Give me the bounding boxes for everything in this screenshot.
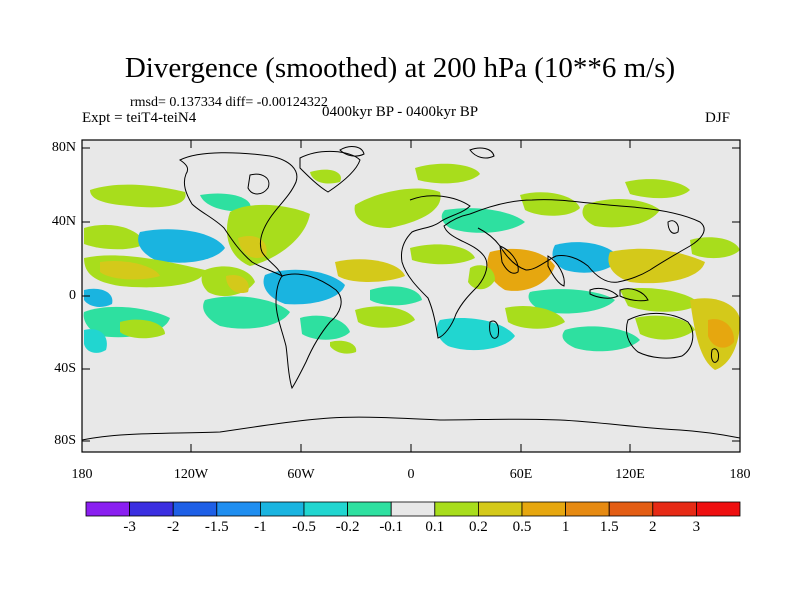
colorbar-swatch [696, 501, 741, 517]
field-patch [200, 193, 251, 212]
map-title: Divergence (smoothed) at 200 hPa (10**6 … [124, 52, 676, 84]
lat-label-40n: 40N [51, 214, 76, 229]
colorbar-swatch [216, 501, 261, 517]
field-patch [562, 326, 640, 352]
field-patch [354, 188, 441, 228]
colorbar-swatch [303, 501, 348, 517]
period-label: 0400kyr BP - 0400kyr BP [322, 104, 479, 120]
experiment-label: Expt = teiT4-teiN4 [82, 110, 197, 126]
field-patch [415, 163, 480, 184]
colorbar-label: 0.2 [469, 519, 488, 535]
field-patch [335, 259, 405, 282]
lat-label-40s: 40S [54, 361, 76, 376]
field-patch [84, 329, 107, 353]
colorbar-swatch [434, 501, 479, 517]
field-patch [84, 288, 113, 307]
colorbar-label: -0.5 [292, 519, 316, 535]
colorbar-label: 3 [692, 519, 701, 535]
field-patch [120, 319, 165, 339]
field-patch [355, 306, 415, 328]
colorbar-swatch [652, 501, 697, 517]
field-patch [263, 269, 345, 305]
colorbar-swatch [347, 501, 392, 517]
field-patch [487, 248, 555, 291]
field-patch [410, 244, 475, 265]
field-patch [625, 179, 690, 199]
field-patch [708, 319, 735, 348]
colorbar-swatch [129, 501, 174, 517]
lon-label-120w: 120W [173, 467, 209, 482]
colorbar-label: 1 [561, 519, 570, 535]
colorbar-label: -0.2 [335, 519, 360, 535]
lat-label-80n: 80N [51, 140, 76, 155]
field-patch [468, 265, 495, 290]
field-patch [203, 296, 290, 329]
lon-label-180w: 180 [71, 467, 93, 482]
field-patch [330, 340, 357, 354]
field-patch [620, 287, 700, 312]
colorbar-label: -0.1 [379, 519, 404, 535]
lon-label-180e: 180 [729, 467, 751, 482]
coastlines [82, 146, 740, 441]
field-patch [520, 192, 580, 216]
field-patch [138, 229, 225, 263]
field-patch [635, 315, 695, 340]
colorbar-swatch [172, 501, 218, 517]
field-patch [690, 237, 740, 259]
lat-label-80s: 80S [54, 433, 76, 448]
field-patch [505, 305, 565, 329]
field-patch [226, 274, 249, 294]
lon-label-60e: 60E [509, 467, 533, 482]
colorbar-swatch [390, 501, 436, 517]
colorbar-swatch [259, 501, 305, 517]
field-patch [582, 198, 660, 228]
colorbar-label: -1 [254, 519, 267, 535]
colorbar-swatch [477, 501, 523, 517]
season-label: DJF [705, 110, 731, 126]
axis-ticks [82, 140, 740, 452]
colorbar-label: -3 [123, 519, 136, 535]
lat-label-0: 0 [69, 288, 76, 303]
divergence-field [83, 163, 740, 370]
rmsd-diff-stats: rmsd= 0.137334 diff= -0.00124322 [130, 95, 328, 110]
colorbar-label: -1.5 [204, 519, 229, 535]
colorbar [85, 501, 741, 517]
lon-label-120e: 120E [615, 467, 645, 482]
field-patch [436, 317, 515, 351]
colorbar-swatch [565, 501, 610, 517]
field-patch [238, 236, 267, 258]
field-patch [310, 169, 341, 184]
lon-label-60w: 60W [287, 467, 315, 482]
field-patch [100, 260, 160, 280]
colorbar-label: 2 [649, 519, 657, 535]
colorbar-label: 0.5 [512, 519, 532, 535]
lon-label-0: 0 [407, 467, 415, 482]
colorbar-label: -2 [166, 519, 180, 535]
field-patch [370, 286, 422, 306]
field-patch [552, 242, 620, 273]
field-patch [90, 184, 186, 208]
colorbar-label: 1.5 [599, 519, 619, 535]
colorbar-label: 0.1 [425, 519, 445, 535]
field-patch [84, 224, 145, 250]
colorbar-swatch [85, 501, 130, 517]
field-patch [441, 208, 525, 233]
colorbar-swatch [521, 501, 566, 517]
colorbar-swatch [608, 501, 654, 517]
